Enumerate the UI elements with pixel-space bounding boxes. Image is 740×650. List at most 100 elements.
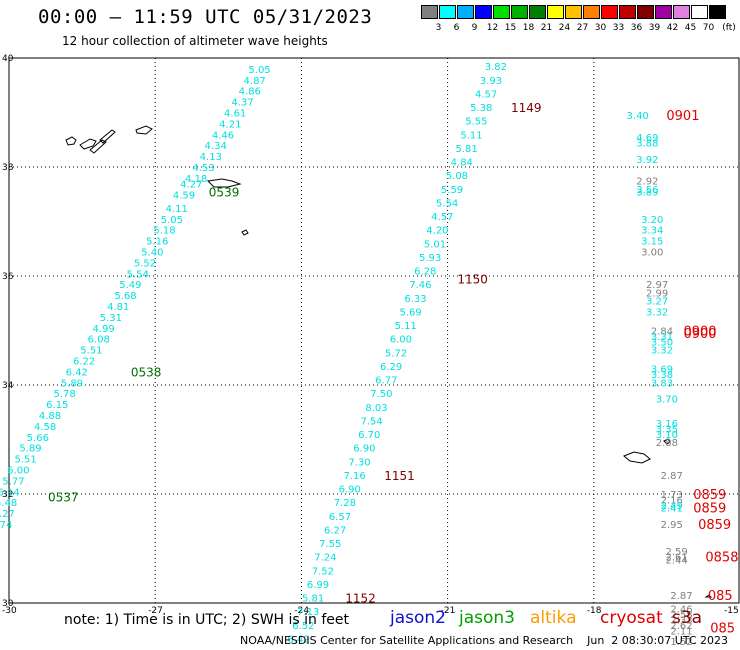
swh-value-label: 6.28 (414, 267, 436, 278)
colorbar-swatch (439, 5, 456, 19)
swh-value-label: 5.93 (419, 253, 441, 264)
colorbar-label: 70 (702, 23, 715, 33)
swh-value-label: 6.08 (88, 335, 110, 346)
swh-value-label: 4.58 (34, 422, 56, 433)
swh-value-label: 3.38 (651, 370, 673, 381)
swh-value-label: 3.89 (636, 188, 658, 199)
swh-value-label: 7.50 (370, 389, 392, 400)
swh-value-label: 6.22 (73, 356, 95, 367)
colorbar-label: 6 (453, 23, 460, 33)
swh-value-label: 4.57 (431, 212, 453, 223)
swh-value-label: 1.52 (670, 637, 692, 648)
colorbar-label: 33 (612, 23, 625, 33)
colorbar-swatch (511, 5, 528, 19)
colorbar-label: 42 (666, 23, 679, 33)
swh-value-label: 5.05 (161, 215, 183, 226)
swh-value-label: 4.13 (200, 152, 222, 163)
colorbar-label: 27 (576, 23, 589, 33)
island-outline (65, 136, 77, 146)
swh-value-label: 5.51 (80, 346, 102, 357)
pass-time-label: 0901 (666, 109, 699, 124)
swh-value-label: 5.69 (399, 307, 421, 318)
lon-tick-label: -15 (724, 606, 739, 616)
swh-value-label: 2.33 (670, 615, 692, 626)
swh-value-label: 6.90 (339, 485, 361, 496)
footer-credit: NOAA/NESDIS Center for Satellite Applica… (240, 634, 728, 647)
swh-value-label: 4.18 (185, 174, 207, 185)
swh-value-label: 6.29 (380, 362, 402, 373)
swh-value-label: 5.54 (127, 269, 149, 280)
swh-value-label: 4.99 (92, 324, 114, 335)
swh-value-label: 7.24 (314, 553, 336, 564)
swh-value-label: 4.46 (212, 130, 234, 141)
swh-value-label: 3.15 (641, 237, 663, 248)
swh-value-label: 3.16 (656, 419, 678, 430)
pass-time-label: 1152 (345, 592, 376, 606)
swh-value-label: 2.62 (670, 621, 692, 632)
swh-value-label: 3.40 (627, 111, 649, 122)
pass-time-label: 0859 (693, 488, 726, 503)
island-outline (89, 139, 107, 154)
swh-value-label: 2.49 (661, 501, 683, 512)
swh-value-label: 5.51 (14, 455, 36, 466)
swh-value-label: 3.93 (480, 76, 502, 87)
swh-value-label: 5.40 (141, 247, 163, 258)
pass-time-label: 0538 (131, 365, 162, 379)
swh-value-label: 2.84 (651, 327, 673, 338)
swh-value-label: 5.38 (470, 103, 492, 114)
swh-value-label: 4.11 (166, 204, 188, 215)
satellite-name-s3a: s3a (672, 608, 703, 628)
satellite-name-altika: altika (530, 608, 577, 628)
swh-value-label: 2.87 (670, 591, 692, 602)
island-outline (623, 451, 651, 464)
colorbar-label: 36 (630, 23, 643, 33)
pass-time-label: 1151 (384, 469, 415, 483)
swh-value-label: 4.69 (636, 133, 658, 144)
swh-value-label: 5.05 (248, 65, 270, 76)
colorbar-swatch (547, 5, 564, 19)
swh-value-label: 3.82 (485, 62, 507, 73)
swh-value-label: 2.97 (646, 280, 668, 291)
swh-value-label: 3.10 (656, 430, 678, 441)
satellite-name-jason3: jason3 (459, 608, 515, 628)
lon-tick-label: -27 (148, 606, 163, 616)
pass-time-label: 0859 (698, 518, 731, 533)
swh-value-label: 2.92 (636, 177, 658, 188)
swh-value-label: 5.81 (456, 144, 478, 155)
swh-value-label: 3.32 (646, 307, 668, 318)
page-subtitle: 12 hour collection of altimeter wave hei… (62, 34, 328, 48)
swh-value-label: 3.32 (651, 346, 673, 357)
swh-value-label: 7.30 (348, 457, 370, 468)
swh-value-label: 5.54 (436, 198, 458, 209)
swh-value-label: 4.61 (224, 109, 246, 120)
lat-tick-label: 38 (2, 163, 14, 173)
island-outline (99, 129, 116, 144)
swh-value-label: 5.11 (460, 130, 482, 141)
colorbar-unit: (ft) (722, 23, 736, 33)
island-outline (206, 178, 242, 188)
swh-value-label: 5.66 (27, 433, 49, 444)
swh-value-label: 3.69 (651, 365, 673, 376)
lat-tick-label: 36 (2, 272, 14, 282)
island-outline (135, 125, 153, 135)
swh-value-label: 5.48 (0, 498, 17, 509)
swh-value-label: 7.16 (343, 471, 365, 482)
swh-value-label: 3.56 (636, 185, 658, 196)
swh-value-label: 6.74 (0, 520, 12, 531)
pass-time-label: 1149 (511, 101, 542, 115)
colorbar-label: 24 (558, 23, 571, 33)
swh-value-label: 7.13 (297, 607, 319, 618)
pass-time-label: 0900 (683, 327, 716, 342)
swh-value-label: 8.03 (365, 403, 387, 414)
colorbar-swatch (529, 5, 546, 19)
swh-value-label: 2.99 (646, 288, 668, 299)
swh-value-label: 2.11 (670, 626, 692, 637)
lon-tick-label: -30 (2, 606, 17, 616)
swh-value-label: 7.54 (361, 416, 383, 427)
swh-value-label: 4.34 (205, 141, 227, 152)
colorbar-label: 15 (504, 23, 517, 33)
swh-value-label: 6.15 (46, 400, 68, 411)
lat-tick-label: 32 (2, 490, 13, 500)
pass-time-label: 0900 (683, 325, 716, 340)
colorbar-swatch (709, 5, 726, 19)
